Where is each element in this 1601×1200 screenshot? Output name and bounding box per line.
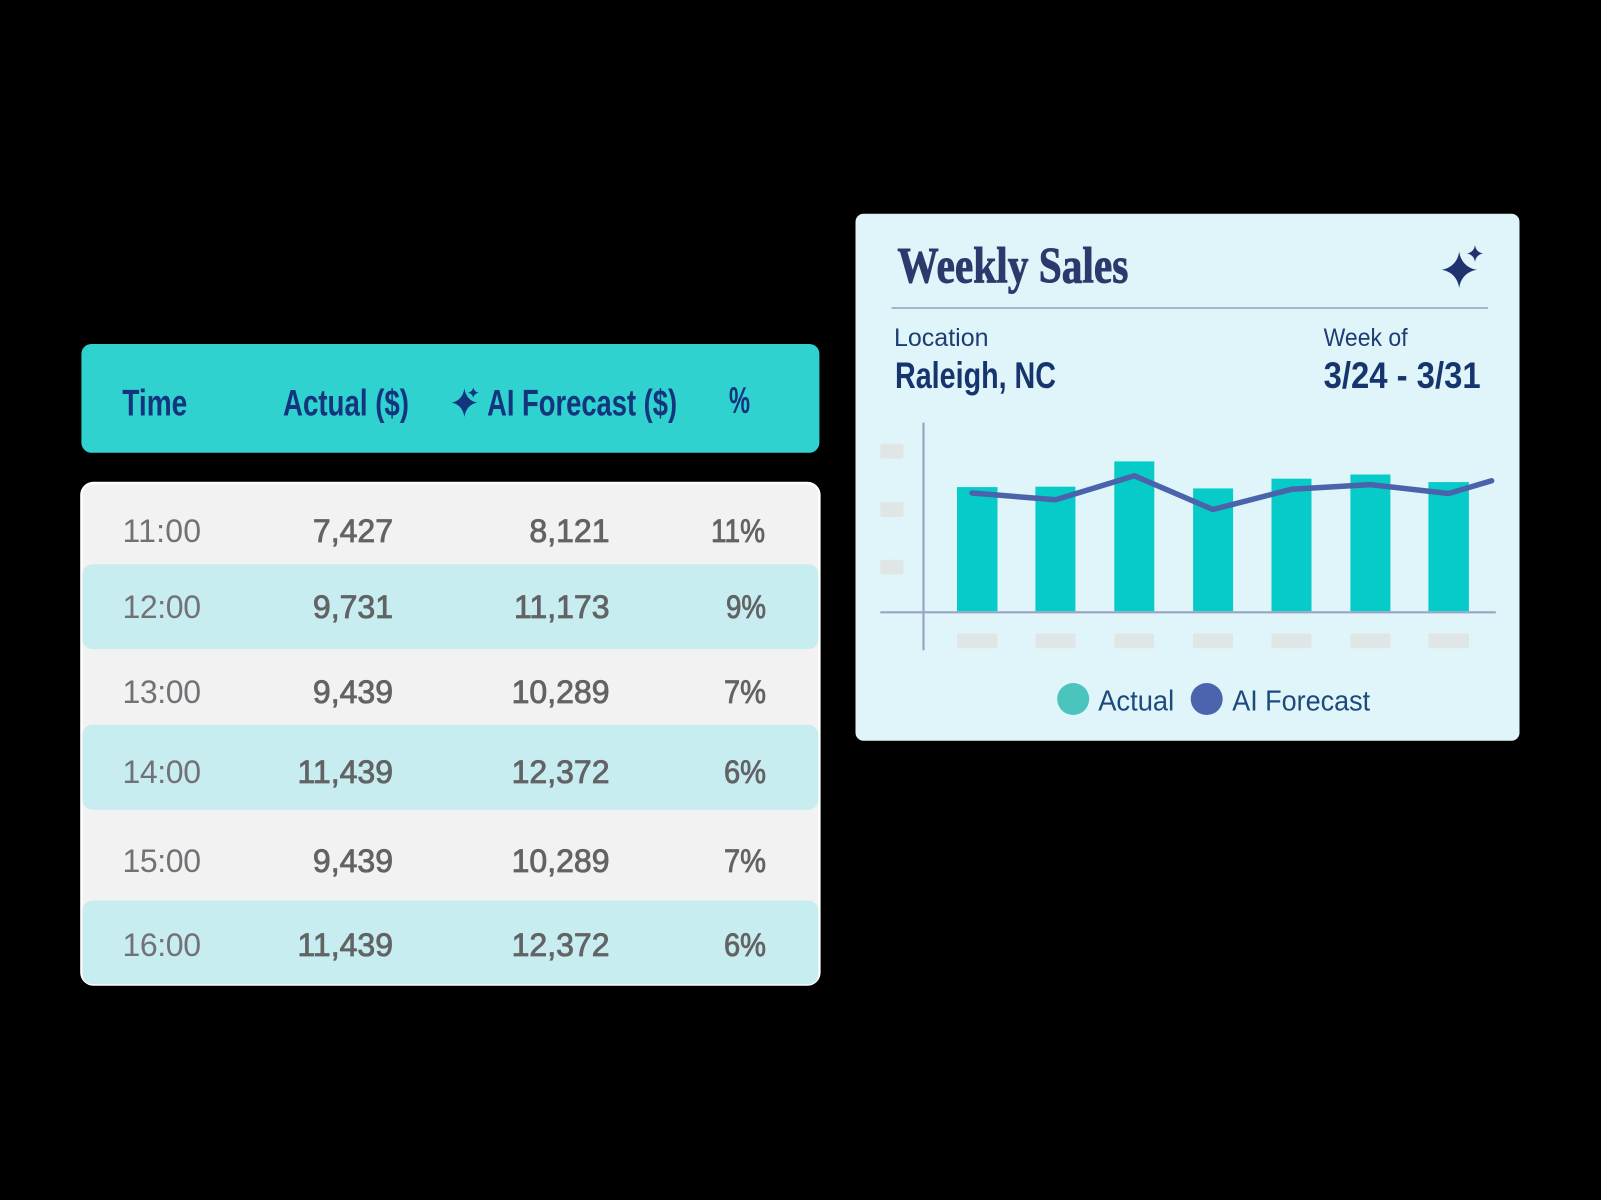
svg-text:Raleigh, NC: Raleigh, NC	[895, 355, 1056, 396]
svg-text:9,439: 9,439	[313, 843, 393, 879]
svg-text:12:00: 12:00	[123, 589, 202, 625]
svg-text:%: %	[729, 380, 750, 421]
svg-text:AI Forecast ($): AI Forecast ($)	[487, 383, 677, 424]
svg-text:Time: Time	[122, 383, 187, 424]
svg-text:Week of: Week of	[1324, 324, 1408, 352]
svg-text:6%: 6%	[724, 927, 766, 963]
svg-text:10,289: 10,289	[512, 674, 610, 710]
svg-text:9,439: 9,439	[313, 674, 393, 710]
svg-text:Actual: Actual	[1098, 685, 1174, 717]
svg-text:8,121: 8,121	[529, 513, 609, 549]
svg-text:12,372: 12,372	[512, 927, 610, 963]
svg-text:11,439: 11,439	[298, 754, 394, 790]
svg-text:Actual ($): Actual ($)	[283, 383, 409, 424]
svg-text:12,372: 12,372	[512, 754, 610, 790]
svg-text:13:00: 13:00	[123, 674, 202, 710]
svg-text:11,439: 11,439	[298, 927, 394, 963]
svg-text:10,289: 10,289	[512, 843, 610, 879]
svg-text:11%: 11%	[711, 513, 765, 549]
svg-text:14:00: 14:00	[123, 754, 202, 790]
svg-text:3/24 - 3/31: 3/24 - 3/31	[1324, 355, 1481, 396]
svg-text:9,731: 9,731	[313, 589, 393, 625]
svg-text:7,427: 7,427	[313, 513, 393, 549]
svg-text:9%: 9%	[726, 589, 766, 625]
svg-text:Weekly Sales: Weekly Sales	[897, 238, 1128, 294]
svg-text:7%: 7%	[724, 843, 766, 879]
svg-text:7%: 7%	[724, 674, 766, 710]
svg-text:6%: 6%	[724, 754, 766, 790]
svg-text:16:00: 16:00	[123, 927, 202, 963]
svg-text:Location: Location	[894, 324, 989, 352]
svg-text:AI Forecast: AI Forecast	[1232, 685, 1370, 717]
svg-text:15:00: 15:00	[123, 843, 202, 879]
svg-text:11:00: 11:00	[123, 513, 202, 549]
svg-text:11,173: 11,173	[514, 589, 610, 625]
